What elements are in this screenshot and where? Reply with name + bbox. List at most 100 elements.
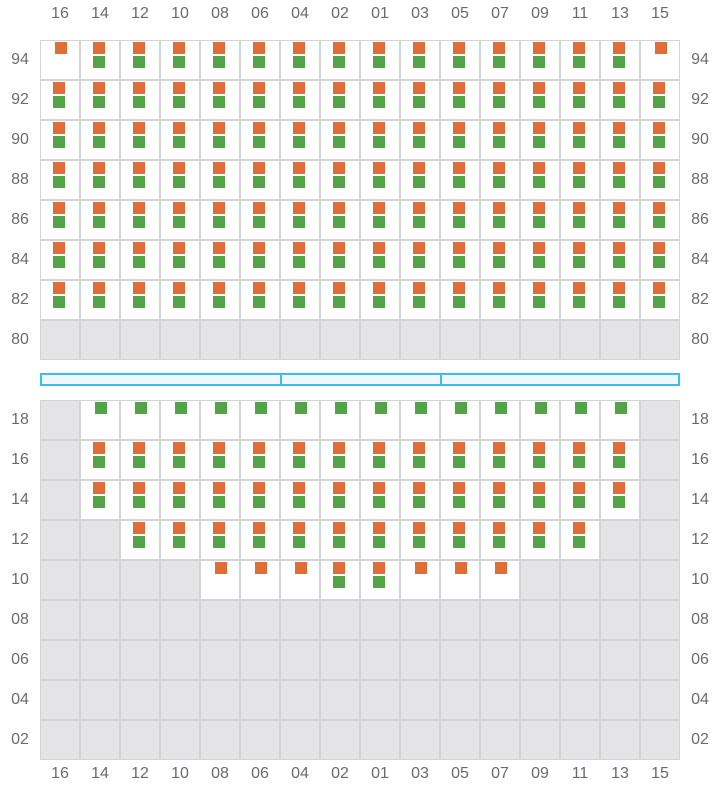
grid-cell[interactable] [40,80,80,120]
grid-cell[interactable] [320,160,360,200]
grid-cell[interactable] [120,480,160,520]
grid-cell[interactable] [600,440,640,480]
grid-cell[interactable] [280,120,320,160]
grid-cell[interactable] [560,160,600,200]
grid-cell[interactable] [160,120,200,160]
grid-cell[interactable] [280,560,320,600]
grid-cell[interactable] [320,480,360,520]
grid-cell[interactable] [160,480,200,520]
grid-cell[interactable] [160,200,200,240]
grid-cell[interactable] [280,160,320,200]
grid-cell[interactable] [320,560,360,600]
grid-cell[interactable] [200,200,240,240]
grid-cell[interactable] [440,520,480,560]
grid-cell[interactable] [560,280,600,320]
grid-cell[interactable] [640,120,680,160]
grid-cell[interactable] [600,400,640,440]
grid-cell[interactable] [280,480,320,520]
grid-cell[interactable] [280,520,320,560]
grid-cell[interactable] [120,400,160,440]
grid-cell[interactable] [360,80,400,120]
grid-cell[interactable] [560,200,600,240]
grid-cell[interactable] [560,520,600,560]
grid-cell[interactable] [320,200,360,240]
grid-cell[interactable] [120,440,160,480]
grid-cell[interactable] [160,80,200,120]
grid-cell[interactable] [560,120,600,160]
grid-cell[interactable] [480,80,520,120]
grid-cell[interactable] [280,280,320,320]
grid-cell[interactable] [80,480,120,520]
grid-cell[interactable] [560,400,600,440]
grid-cell[interactable] [40,200,80,240]
grid-cell[interactable] [80,80,120,120]
grid-cell[interactable] [240,80,280,120]
grid-cell[interactable] [160,160,200,200]
grid-cell[interactable] [480,40,520,80]
grid-cell[interactable] [440,480,480,520]
grid-cell[interactable] [520,160,560,200]
grid-cell[interactable] [400,240,440,280]
grid-cell[interactable] [280,40,320,80]
grid-cell[interactable] [400,40,440,80]
grid-cell[interactable] [480,200,520,240]
grid-cell[interactable] [320,440,360,480]
grid-cell[interactable] [480,400,520,440]
grid-cell[interactable] [400,80,440,120]
grid-cell[interactable] [600,40,640,80]
grid-cell[interactable] [360,280,400,320]
grid-cell[interactable] [480,240,520,280]
grid-cell[interactable] [240,280,280,320]
grid-cell[interactable] [200,40,240,80]
grid-cell[interactable] [640,40,680,80]
grid-cell[interactable] [440,440,480,480]
grid-cell[interactable] [80,280,120,320]
grid-cell[interactable] [240,480,280,520]
grid-cell[interactable] [200,280,240,320]
grid-cell[interactable] [360,120,400,160]
grid-cell[interactable] [520,400,560,440]
grid-cell[interactable] [400,400,440,440]
grid-cell[interactable] [400,560,440,600]
grid-cell[interactable] [160,400,200,440]
grid-cell[interactable] [600,120,640,160]
grid-cell[interactable] [280,440,320,480]
grid-cell[interactable] [280,400,320,440]
grid-cell[interactable] [80,440,120,480]
grid-cell[interactable] [440,200,480,240]
grid-cell[interactable] [80,200,120,240]
grid-cell[interactable] [480,120,520,160]
grid-cell[interactable] [200,240,240,280]
grid-cell[interactable] [120,160,160,200]
grid-cell[interactable] [640,80,680,120]
grid-cell[interactable] [160,40,200,80]
grid-cell[interactable] [200,560,240,600]
grid-cell[interactable] [200,160,240,200]
grid-cell[interactable] [240,40,280,80]
grid-cell[interactable] [520,520,560,560]
grid-cell[interactable] [360,440,400,480]
grid-cell[interactable] [40,120,80,160]
divider-segment[interactable] [40,373,282,386]
grid-cell[interactable] [120,80,160,120]
grid-cell[interactable] [440,120,480,160]
grid-cell[interactable] [160,280,200,320]
grid-cell[interactable] [40,40,80,80]
grid-cell[interactable] [520,80,560,120]
grid-cell[interactable] [560,480,600,520]
grid-cell[interactable] [600,280,640,320]
grid-cell[interactable] [520,440,560,480]
grid-cell[interactable] [520,240,560,280]
grid-cell[interactable] [520,280,560,320]
grid-cell[interactable] [160,240,200,280]
grid-cell[interactable] [200,120,240,160]
grid-cell[interactable] [600,80,640,120]
grid-cell[interactable] [280,200,320,240]
grid-cell[interactable] [600,200,640,240]
grid-cell[interactable] [280,240,320,280]
grid-cell[interactable] [120,120,160,160]
grid-cell[interactable] [360,480,400,520]
grid-cell[interactable] [240,120,280,160]
grid-cell[interactable] [200,520,240,560]
grid-cell[interactable] [80,240,120,280]
